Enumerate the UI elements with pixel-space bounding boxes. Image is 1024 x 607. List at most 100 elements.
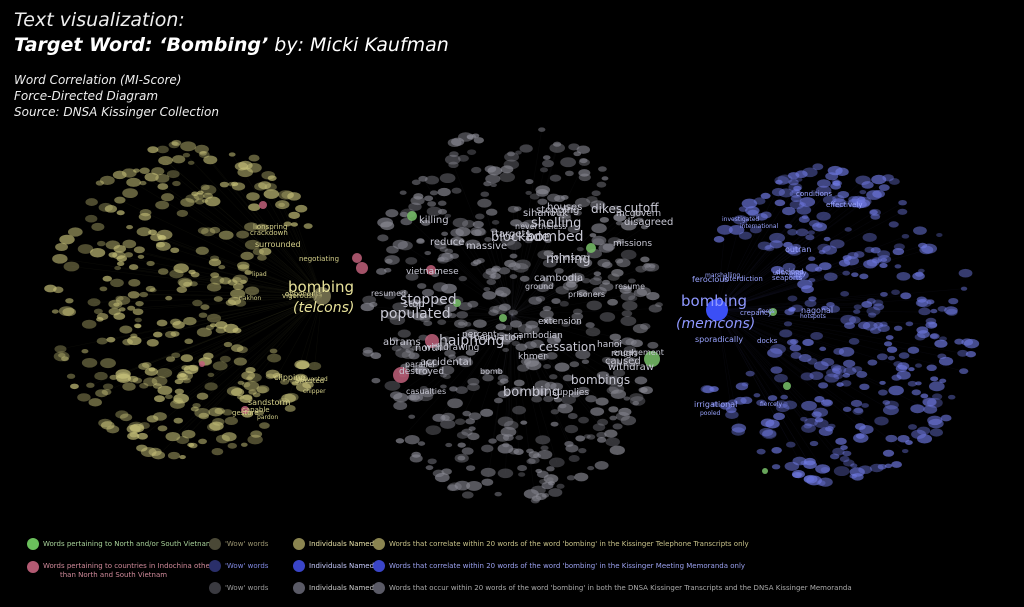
network-word-label: pardon	[257, 414, 278, 421]
network-node	[869, 209, 878, 215]
network-node	[630, 339, 643, 348]
network-node	[219, 181, 229, 188]
network-node	[747, 209, 759, 217]
network-node	[844, 227, 852, 232]
network-node	[485, 208, 498, 216]
network-node	[497, 416, 514, 427]
network-node	[517, 364, 530, 372]
network-node	[219, 355, 231, 363]
network-edge	[511, 268, 642, 316]
network-node	[598, 243, 614, 253]
network-node	[564, 441, 574, 447]
network-node	[465, 349, 476, 356]
network-edge	[440, 301, 513, 316]
network-node	[291, 381, 299, 386]
network-word-label: interdiction	[723, 275, 763, 283]
network-node	[554, 337, 562, 343]
network-edge	[157, 295, 323, 335]
network-node	[454, 418, 466, 426]
network-node	[534, 380, 550, 390]
network-node	[867, 312, 877, 318]
network-node	[473, 319, 487, 328]
network-node	[290, 222, 298, 227]
network-node	[543, 316, 555, 324]
network-node	[122, 382, 136, 391]
network-node	[783, 321, 793, 327]
network-node	[825, 426, 834, 432]
network-node	[481, 478, 494, 486]
network-node	[501, 236, 516, 246]
network-node	[915, 363, 923, 368]
network-node	[397, 329, 411, 338]
network-node	[802, 167, 818, 178]
network-node	[543, 250, 554, 257]
network-node	[539, 167, 549, 173]
network-node	[480, 467, 496, 478]
network-node	[146, 415, 159, 423]
network-node	[280, 379, 290, 385]
network-node	[808, 220, 820, 227]
network-edge	[288, 295, 323, 399]
network-node	[205, 325, 214, 331]
network-node	[199, 150, 207, 156]
hub-node-telcons	[313, 287, 331, 305]
network-node	[576, 258, 593, 268]
network-edge	[314, 295, 323, 367]
network-node	[190, 406, 199, 412]
network-edge	[716, 309, 873, 316]
network-word-label: opponents	[285, 290, 322, 298]
network-word-label: crackdown	[250, 229, 288, 237]
network-word-label: cessation	[539, 340, 596, 354]
network-node	[380, 221, 395, 231]
network-edge	[716, 309, 847, 353]
network-node	[513, 379, 525, 387]
network-node	[565, 274, 581, 284]
network-edge	[716, 309, 859, 412]
network-node	[760, 418, 775, 427]
network-node	[901, 233, 910, 239]
network-node	[408, 299, 422, 308]
network-node	[908, 424, 917, 430]
network-node	[437, 319, 447, 325]
network-node	[490, 182, 497, 188]
network-node	[126, 177, 141, 187]
network-node	[230, 388, 245, 397]
network-node	[114, 196, 126, 204]
network-node	[870, 247, 881, 254]
network-node	[146, 339, 159, 347]
network-node	[471, 166, 482, 174]
network-word-label: haiphong	[439, 333, 504, 349]
network-node	[837, 191, 850, 199]
network-node	[455, 386, 468, 394]
network-node	[439, 173, 456, 184]
network-node	[224, 416, 239, 426]
network-node	[862, 232, 877, 242]
network-node	[244, 286, 260, 296]
network-node	[622, 357, 639, 367]
network-word-label: disagreed	[624, 217, 673, 228]
network-node	[599, 312, 616, 322]
network-node	[198, 412, 209, 420]
network-edge	[117, 267, 323, 297]
network-node	[86, 382, 95, 388]
network-node	[829, 239, 845, 249]
network-node	[440, 384, 447, 389]
network-node	[622, 285, 632, 292]
network-node	[244, 239, 261, 250]
network-node	[929, 428, 943, 437]
network-node	[801, 285, 814, 294]
network-edge	[294, 224, 323, 297]
network-node	[96, 313, 109, 321]
network-node	[543, 364, 552, 369]
network-node	[910, 404, 925, 414]
network-word-label: lionspring	[253, 223, 287, 231]
network-node	[773, 412, 785, 421]
network-node	[63, 261, 80, 272]
network-node	[127, 305, 136, 311]
network-node	[564, 424, 579, 434]
network-node	[183, 364, 199, 375]
network-edge	[205, 295, 323, 362]
network-edge	[511, 240, 549, 316]
network-node	[544, 238, 552, 244]
network-node	[116, 373, 132, 384]
